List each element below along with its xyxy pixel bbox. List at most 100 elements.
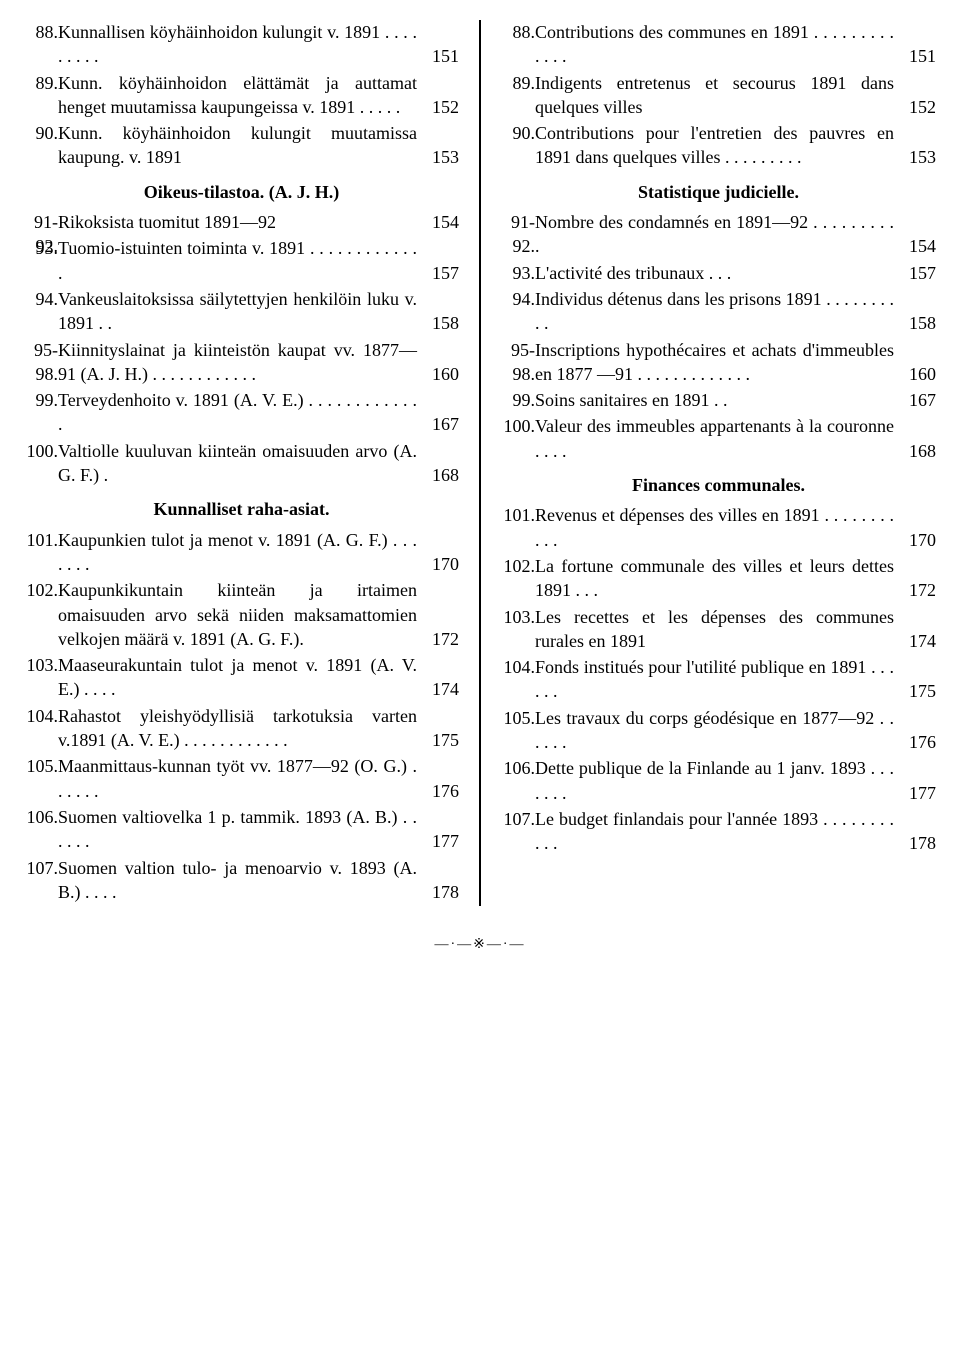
entry-page: 174 [909, 629, 936, 653]
entry-number: 104. [24, 704, 58, 728]
entry-number: 107. [501, 807, 535, 831]
entry-page: 153 [432, 145, 459, 169]
entry-number: 90. [501, 121, 535, 145]
toc-entry: 102.La fortune communale des vil­les et … [501, 554, 936, 603]
entry-text: Rikoksista tuomitut 1891—92 [58, 210, 417, 234]
toc-entry: 103.Les recettes et les dépenses des com… [501, 605, 936, 654]
entry-number: 101. [501, 503, 535, 527]
toc-entry: 101.Revenus et dépenses des villes en 18… [501, 503, 936, 552]
toc-entry: 103.Maaseurakuntain tulot ja me­not v. 1… [24, 653, 459, 702]
entry-text: Kunn. köyhäinhoidon elättämät ja auttama… [58, 71, 417, 120]
entry-text: Inscriptions hypothécaires et achats d'i… [535, 338, 894, 387]
entry-number: 93. [24, 236, 58, 260]
toc-entry: 104.Fonds institués pour l'utilité publi… [501, 655, 936, 704]
entry-text: Les travaux du corps géodési­que en 1877… [535, 706, 894, 755]
entry-number: 88. [24, 20, 58, 44]
entry-text: Contributions des communes en 1891 . . .… [535, 20, 894, 69]
entry-text: Nombre des condamnés en 1891—92 . . . . … [535, 210, 894, 259]
entry-number: 101. [24, 528, 58, 552]
entry-text: Maanmittaus-kunnan työt vv. 1877—92 (O. … [58, 754, 417, 803]
entry-number: 99. [501, 388, 535, 412]
entry-number: 105. [24, 754, 58, 778]
entry-page: 160 [909, 362, 936, 386]
toc-entry: 90.Contributions pour l'entretien des pa… [501, 121, 936, 170]
toc-entry: 89.Kunn. köyhäinhoidon elättämät ja autt… [24, 71, 459, 120]
entry-page: 167 [909, 388, 936, 412]
entry-text: Kiinnityslainat ja kiinteis­tön kaupat v… [58, 338, 417, 387]
entry-text: Dette publique de la Finlande au 1 janv.… [535, 756, 894, 805]
section-heading: Kunnalliset raha-asiat. [24, 497, 459, 521]
section-heading: Oikeus-tilastoa. (A. J. H.) [24, 180, 459, 204]
entry-number: 105. [501, 706, 535, 730]
toc-entry: 88.Kunnallisen köyhäinhoidon ku­lungit v… [24, 20, 459, 69]
entry-page: 152 [432, 95, 459, 119]
entry-text: Kunn. köyhäinhoidon kulungit muutamissa … [58, 121, 417, 170]
entry-text: Indigents entretenus et secou­rus 1891 d… [535, 71, 894, 120]
entry-text: Fonds institués pour l'utilité publique … [535, 655, 894, 704]
toc-entry: 95-98.Inscriptions hypothécaires et acha… [501, 338, 936, 387]
column-divider [479, 20, 481, 906]
toc-entry: 93.L'activité des tribunaux . . .157 [501, 261, 936, 285]
toc-entry: 105.Les travaux du corps géodési­que en … [501, 706, 936, 755]
entry-page: 176 [432, 779, 459, 803]
entry-page: 152 [909, 95, 936, 119]
left-column: 88.Kunnallisen köyhäinhoidon ku­lungit v… [24, 20, 459, 906]
right-column: 88.Contributions des communes en 1891 . … [501, 20, 936, 906]
entry-text: La fortune communale des vil­les et leur… [535, 554, 894, 603]
entry-text: Suomen valtion tulo- ja meno­arvio v. 18… [58, 856, 417, 905]
toc-entry: 88.Contributions des communes en 1891 . … [501, 20, 936, 69]
entry-page: 175 [909, 679, 936, 703]
entry-number: 90. [24, 121, 58, 145]
entry-text: Kaupunkikuntain kiinteän ja irtaimen oma… [58, 578, 417, 651]
entry-page: 158 [909, 311, 936, 335]
toc-entry: 101.Kaupunkien tulot ja menot v. 1891 (A… [24, 528, 459, 577]
toc-entry: 90.Kunn. köyhäinhoidon kulungit muutamis… [24, 121, 459, 170]
section-heading: Finances communales. [501, 473, 936, 497]
entry-page: 151 [909, 44, 936, 68]
entry-number: 95-98. [501, 338, 535, 387]
entry-page: 158 [432, 311, 459, 335]
entry-text: Valtiolle kuuluvan kiinteän omaisuuden a… [58, 439, 417, 488]
entry-page: 178 [909, 831, 936, 855]
entry-number: 103. [501, 605, 535, 629]
toc-entry: 105.Maanmittaus-kunnan työt vv. 1877—92 … [24, 754, 459, 803]
entry-text: Vankeuslaitoksissa säilytetty­jen henkil… [58, 287, 417, 336]
entry-text: Kunnallisen köyhäinhoidon ku­lungit v. 1… [58, 20, 417, 69]
toc-entry: 94.Individus détenus dans les pri­sons 1… [501, 287, 936, 336]
entry-number: 102. [24, 578, 58, 602]
entry-text: Maaseurakuntain tulot ja me­not v. 1891 … [58, 653, 417, 702]
entry-text: Rahastot yleishyödyllisiä tar­kotuksia v… [58, 704, 417, 753]
toc-entry: 93.Tuomio-istuinten toiminta v. 1891 . .… [24, 236, 459, 285]
entry-number: 100. [501, 414, 535, 438]
entry-number: 93. [501, 261, 535, 285]
entry-number: 94. [501, 287, 535, 311]
entry-text: Contributions pour l'entretien des pauvr… [535, 121, 894, 170]
entry-page: 172 [909, 578, 936, 602]
toc-entry: 102.Kaupunkikuntain kiinteän ja irtaimen… [24, 578, 459, 651]
entry-text: Revenus et dépenses des villes en 1891 .… [535, 503, 894, 552]
entry-page: 153 [909, 145, 936, 169]
toc-entry: 95-98.Kiinnityslainat ja kiinteis­tön ka… [24, 338, 459, 387]
toc-entry: 107.Suomen valtion tulo- ja meno­arvio v… [24, 856, 459, 905]
entry-number: 104. [501, 655, 535, 679]
toc-entry: 91-92.Rikoksista tuomitut 1891—92154 [24, 210, 459, 234]
toc-entry: 94.Vankeuslaitoksissa säilytetty­jen hen… [24, 287, 459, 336]
entry-page: 177 [432, 829, 459, 853]
toc-entry: 104.Rahastot yleishyödyllisiä tar­kotuks… [24, 704, 459, 753]
toc-entry: 99.Soins sanitaires en 1891 . . 167 [501, 388, 936, 412]
entry-page: 177 [909, 781, 936, 805]
entry-page: 170 [909, 528, 936, 552]
entry-page: 168 [909, 439, 936, 463]
entry-number: 89. [24, 71, 58, 95]
toc-entry: 106.Dette publique de la Finlande au 1 j… [501, 756, 936, 805]
entry-text: Soins sanitaires en 1891 . . [535, 388, 894, 412]
entry-page: 172 [432, 627, 459, 651]
entry-page: 157 [909, 261, 936, 285]
toc-entry: 107.Le budget finlandais pour l'an­née 1… [501, 807, 936, 856]
entry-page: 167 [432, 412, 459, 436]
entry-page: 176 [909, 730, 936, 754]
entry-text: Valeur des immeubles appar­tenants à la … [535, 414, 894, 463]
entry-number: 103. [24, 653, 58, 677]
entry-text: Suomen valtiovelka 1 p. tam­mik. 1893 (A… [58, 805, 417, 854]
entry-text: Le budget finlandais pour l'an­née 1893 … [535, 807, 894, 856]
